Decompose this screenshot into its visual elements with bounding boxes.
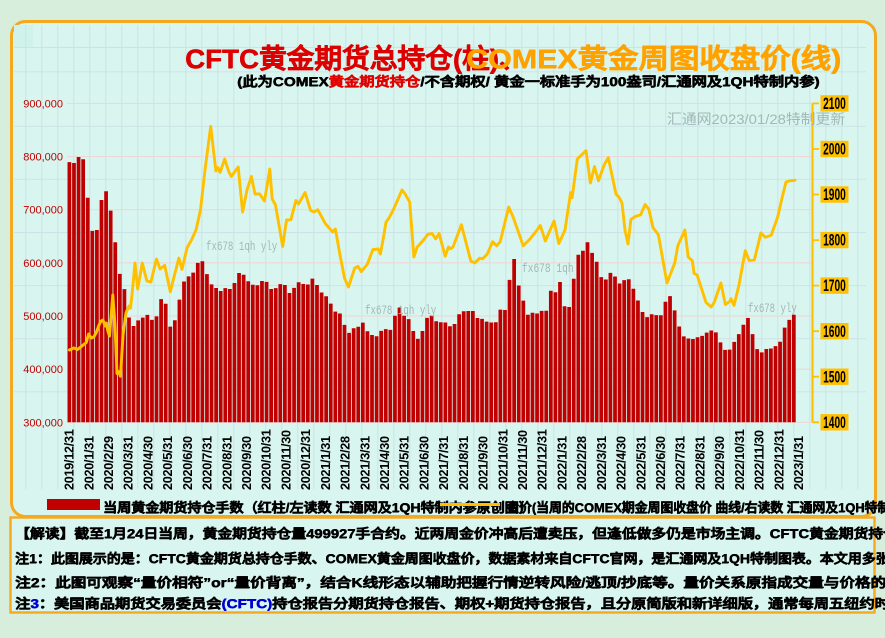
svg-text:2020/2/29: 2020/2/29 bbox=[102, 436, 116, 490]
svg-text:2022/7/31: 2022/7/31 bbox=[674, 436, 688, 490]
svg-text:2020/3/31: 2020/3/31 bbox=[122, 436, 136, 490]
svg-text:2021/2/28: 2021/2/28 bbox=[339, 436, 353, 490]
svg-text:2020/7/31: 2020/7/31 bbox=[201, 436, 215, 490]
svg-text:2022/3/31: 2022/3/31 bbox=[595, 436, 609, 490]
svg-text:800,000: 800,000 bbox=[23, 152, 63, 164]
svg-text:2021/11/30: 2021/11/30 bbox=[516, 430, 530, 490]
svg-text:2022/6/30: 2022/6/30 bbox=[654, 436, 668, 490]
svg-text:2022/2/28: 2022/2/28 bbox=[575, 436, 589, 490]
svg-text:700,000: 700,000 bbox=[23, 205, 63, 217]
svg-text:1900: 1900 bbox=[823, 186, 846, 204]
svg-text:2019/12/31: 2019/12/31 bbox=[63, 429, 77, 490]
svg-text:2021/1/31: 2021/1/31 bbox=[319, 436, 333, 490]
svg-text:2021/4/30: 2021/4/30 bbox=[378, 436, 392, 490]
svg-text:2020/12/31: 2020/12/31 bbox=[299, 429, 313, 490]
svg-text:2022/5/31: 2022/5/31 bbox=[634, 436, 648, 490]
svg-text:1700: 1700 bbox=[823, 277, 846, 295]
svg-text:300,000: 300,000 bbox=[23, 417, 63, 429]
svg-text:2021/8/31: 2021/8/31 bbox=[457, 436, 471, 490]
svg-text:400,000: 400,000 bbox=[23, 364, 63, 376]
svg-text:2020/11/30: 2020/11/30 bbox=[279, 430, 293, 490]
svg-text:2100: 2100 bbox=[823, 95, 846, 113]
svg-text:2020/10/31: 2020/10/31 bbox=[260, 429, 274, 490]
svg-text:2023/1/31: 2023/1/31 bbox=[792, 436, 806, 490]
svg-text:2020/9/30: 2020/9/30 bbox=[240, 436, 254, 490]
svg-text:2022/9/30: 2022/9/30 bbox=[713, 436, 727, 490]
svg-text:2021/7/31: 2021/7/31 bbox=[437, 436, 451, 490]
svg-text:2021/10/31: 2021/10/31 bbox=[496, 429, 510, 490]
svg-text:2022/4/30: 2022/4/30 bbox=[615, 436, 629, 490]
svg-text:2021/6/30: 2021/6/30 bbox=[417, 436, 431, 490]
svg-text:600,000: 600,000 bbox=[23, 258, 63, 270]
svg-text:2021/3/31: 2021/3/31 bbox=[358, 436, 372, 490]
svg-text:2000: 2000 bbox=[823, 140, 846, 158]
svg-text:2022/1/31: 2022/1/31 bbox=[555, 436, 569, 490]
svg-text:2020/6/30: 2020/6/30 bbox=[181, 436, 195, 490]
svg-text:1600: 1600 bbox=[823, 322, 846, 340]
svg-text:2022/8/31: 2022/8/31 bbox=[693, 436, 707, 490]
svg-text:2022/11/30: 2022/11/30 bbox=[753, 430, 767, 490]
svg-text:2020/5/31: 2020/5/31 bbox=[161, 436, 175, 490]
svg-text:2020/1/31: 2020/1/31 bbox=[82, 436, 96, 490]
svg-text:2020/8/31: 2020/8/31 bbox=[220, 436, 234, 490]
svg-text:2021/9/30: 2021/9/30 bbox=[477, 436, 491, 490]
svg-text:2022/12/31: 2022/12/31 bbox=[772, 429, 786, 490]
svg-text:2020/4/30: 2020/4/30 bbox=[142, 436, 156, 490]
svg-text:2021/5/31: 2021/5/31 bbox=[398, 436, 412, 490]
svg-text:2021/12/31: 2021/12/31 bbox=[536, 429, 550, 490]
svg-text:900,000: 900,000 bbox=[23, 98, 63, 110]
svg-text:2022/10/31: 2022/10/31 bbox=[733, 429, 747, 490]
svg-text:1800: 1800 bbox=[823, 231, 846, 249]
svg-text:1500: 1500 bbox=[823, 368, 846, 386]
svg-text:500,000: 500,000 bbox=[23, 311, 63, 323]
svg-text:1400: 1400 bbox=[823, 413, 846, 431]
